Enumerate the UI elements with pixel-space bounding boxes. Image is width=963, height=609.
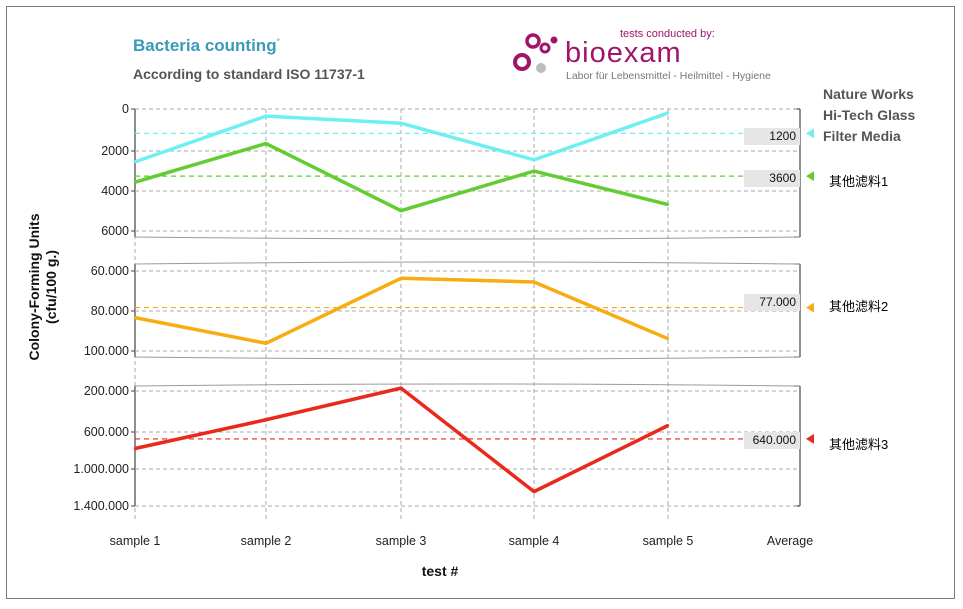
y-tick-label-panel-1-1: 0 (122, 102, 129, 116)
data-point-panel-1-series-1-1 (133, 160, 137, 164)
y-tick-label-panel-3-3: 1.000.000 (73, 462, 129, 476)
legend-filter-media: Filter Media (823, 128, 901, 144)
average-value-series-3: 640.000 (744, 432, 800, 449)
average-marker-panel-1-series-1 (806, 128, 814, 139)
legend-nature-works: Nature Works (823, 86, 914, 102)
y-tick-label-panel-3-2: 600.000 (83, 425, 129, 439)
bioexam-logo-icon (513, 33, 558, 73)
data-point-panel-2-series-1-2 (264, 342, 268, 345)
panel-1-break-bottom (134, 236, 801, 240)
data-point-panel-1-series-1-3 (399, 122, 403, 125)
data-point-panel-1-series-1-5 (666, 111, 670, 115)
logo-tagline: tests conducted by: (620, 28, 715, 40)
y-tick-label-panel-2-3: 100.000 (83, 344, 129, 358)
y-tick-label-panel-1-4: 6000 (101, 224, 129, 238)
data-point-panel-1-series-1-4 (532, 158, 536, 162)
data-point-panel-1-series-2-2 (264, 142, 268, 145)
data-point-panel-3-series-1-4 (532, 490, 536, 493)
title-asterisk: * (276, 36, 281, 47)
data-point-panel-1-series-2-4 (532, 169, 536, 173)
data-point-panel-2-series-1-4 (532, 280, 536, 284)
y-tick-label-panel-1-3: 4000 (101, 184, 129, 198)
panel-3-break-top (134, 383, 801, 387)
data-point-panel-1-series-2-5 (666, 203, 670, 206)
chart-title: Bacteria counting* (133, 36, 281, 55)
data-point-panel-3-series-1-2 (264, 418, 268, 421)
x-tick-sample-4: sample 4 (508, 534, 560, 548)
y-tick-label-panel-3-4: 1.400.000 (73, 499, 129, 513)
y-tick-label-panel-1-2: 2000 (101, 144, 129, 158)
panel-2-break-top (134, 261, 801, 265)
average-value-series-2: 77.000 (744, 294, 800, 311)
average-marker-panel-3-series-1 (806, 433, 814, 444)
y-tick-label-panel-2-1: 60.000 (90, 264, 129, 278)
x-tick-sample-1: sample 1 (109, 534, 161, 548)
data-point-panel-1-series-1-2 (264, 114, 268, 118)
data-point-panel-2-series-1-3 (399, 277, 403, 280)
legend-series-2: 其他滤料2 (829, 299, 889, 314)
logo-wordmark: bioexam (565, 37, 682, 69)
chart-subtitle: According to standard ISO 11737-1 (133, 66, 365, 82)
panel-2-break-bottom (134, 356, 801, 360)
data-point-panel-1-series-2-1 (133, 181, 137, 184)
data-point-panel-2-series-1-1 (133, 316, 137, 319)
data-point-panel-3-series-1-3 (399, 386, 403, 390)
data-point-panel-2-series-1-5 (666, 337, 670, 340)
legend-series-1: 其他滤料1 (829, 174, 889, 189)
legend-series-3: 其他滤料3 (829, 437, 889, 452)
average-value-filter-media: 1200 (744, 128, 800, 145)
x-tick-sample-3: sample 3 (375, 534, 427, 548)
data-point-panel-3-series-1-5 (666, 424, 670, 427)
y-tick-label-panel-3-1: 200.000 (83, 384, 129, 398)
y-tick-label-panel-2-2: 80.000 (90, 304, 129, 318)
x-axis-label: test # (421, 563, 459, 579)
average-marker-panel-2-series-1 (806, 302, 814, 313)
x-tick-sample-5: sample 5 (642, 534, 694, 548)
data-point-panel-1-series-2-3 (399, 209, 403, 212)
logo-subline: Labor für Lebensmittel - Heilmittel - Hy… (566, 70, 771, 82)
legend-hi-tech-glass: Hi-Tech Glass (823, 107, 916, 123)
x-tick-sample-2: sample 2 (240, 534, 292, 548)
average-marker-panel-1-series-2 (806, 171, 814, 182)
x-tick-average: Average (766, 534, 814, 548)
average-value-series-1: 3600 (744, 170, 800, 187)
data-point-panel-3-series-1-1 (133, 447, 137, 450)
